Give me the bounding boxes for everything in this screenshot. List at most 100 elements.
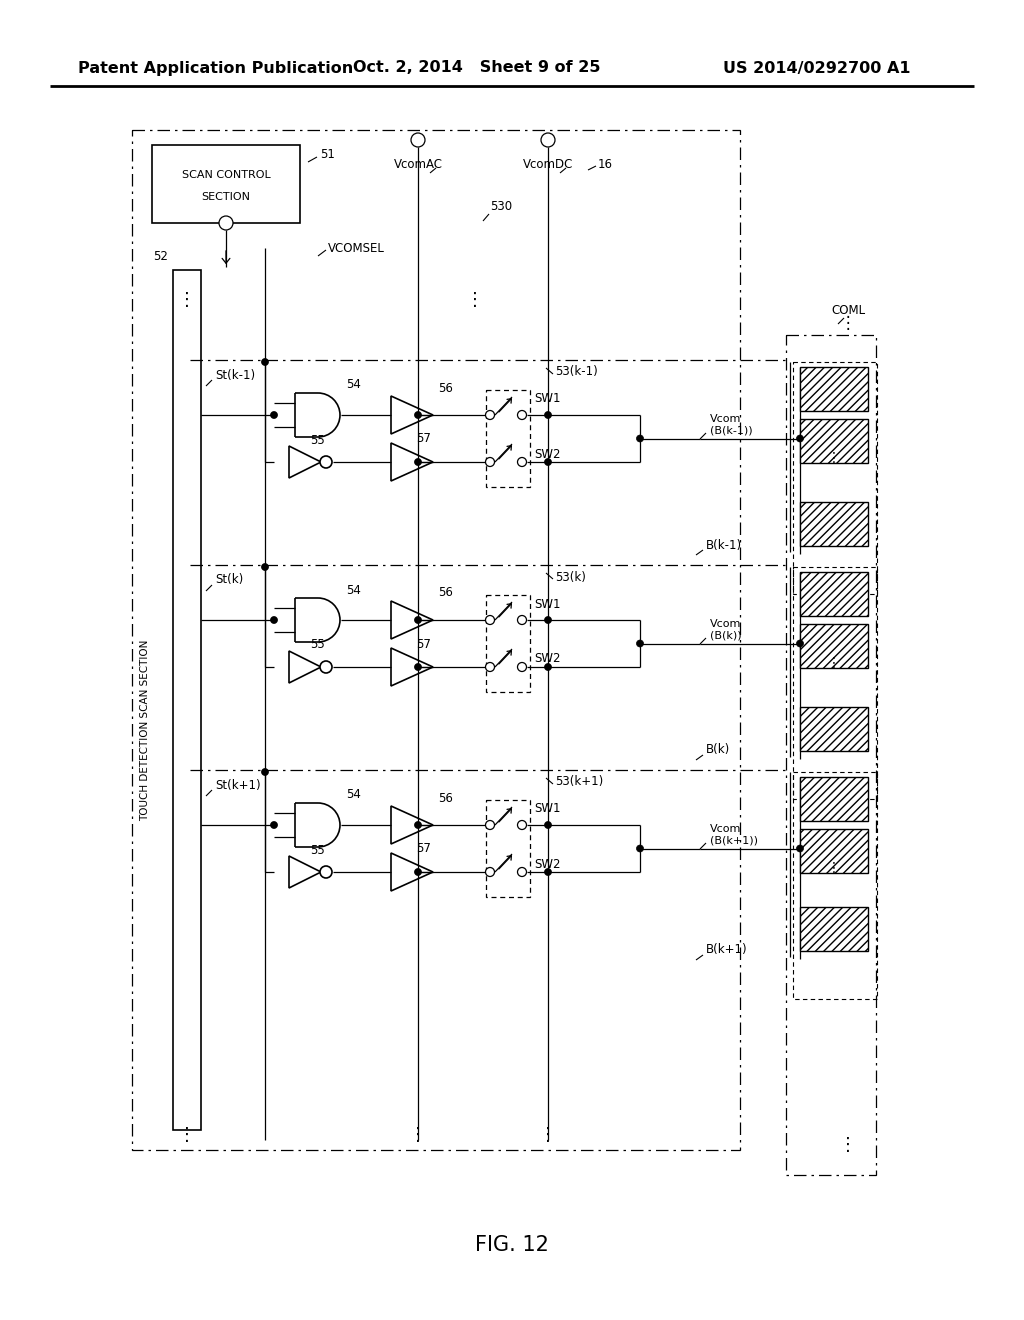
Circle shape [545,664,552,671]
Circle shape [261,768,268,776]
Circle shape [261,359,268,366]
Circle shape [485,411,495,420]
Circle shape [797,436,804,442]
Text: ⋮: ⋮ [539,1126,557,1144]
Text: ⋮: ⋮ [827,451,841,465]
Circle shape [485,615,495,624]
Text: 51: 51 [319,149,335,161]
Text: ⋮: ⋮ [840,314,856,333]
Bar [800,708,868,751]
Text: 53(k): 53(k) [555,570,586,583]
Text: ⋮: ⋮ [827,656,841,671]
Text: ⋮: ⋮ [178,1126,196,1144]
Circle shape [415,821,422,829]
Circle shape [545,458,552,466]
Circle shape [517,458,526,466]
Text: 52: 52 [154,249,168,263]
Bar [486,389,530,487]
Bar [132,129,740,1150]
Bar [152,145,300,223]
Text: US 2014/0292700 A1: US 2014/0292700 A1 [723,61,910,75]
Circle shape [319,455,332,469]
Text: 56: 56 [438,792,453,804]
Bar [793,362,877,594]
Circle shape [545,869,552,875]
Text: VcomAC: VcomAC [393,158,442,172]
Text: Patent Application Publication: Patent Application Publication [78,61,353,75]
Circle shape [517,867,526,876]
Text: SECTION: SECTION [202,191,251,202]
Text: ⋮: ⋮ [839,1137,857,1154]
Bar [486,595,530,692]
Circle shape [637,845,643,851]
Text: SW2: SW2 [534,858,560,870]
Circle shape [485,458,495,466]
Bar [800,502,868,546]
Circle shape [517,615,526,624]
Text: 55: 55 [310,639,325,652]
Circle shape [319,661,332,673]
Text: VcomDC: VcomDC [523,158,573,172]
Circle shape [415,616,422,623]
Text: SW1: SW1 [534,598,560,610]
Circle shape [637,640,643,647]
Text: 530: 530 [490,201,512,214]
Text: VCOMSEL: VCOMSEL [328,242,385,255]
Circle shape [541,133,555,147]
Text: SW2: SW2 [534,652,560,665]
Text: Vcom
(B(k+1)): Vcom (B(k+1)) [710,824,758,846]
Circle shape [415,412,422,418]
Bar [800,907,868,950]
Circle shape [517,821,526,829]
Circle shape [545,412,552,418]
Bar [786,335,876,1175]
Text: Oct. 2, 2014   Sheet 9 of 25: Oct. 2, 2014 Sheet 9 of 25 [353,61,600,75]
Circle shape [485,663,495,672]
Text: St(k+1): St(k+1) [215,779,261,792]
Text: COML: COML [830,304,865,317]
Text: ⋮: ⋮ [178,290,196,309]
Circle shape [637,436,643,442]
Circle shape [411,133,425,147]
Circle shape [270,412,278,418]
Text: 55: 55 [310,433,325,446]
Circle shape [545,616,552,623]
Bar [173,271,201,1130]
Circle shape [415,458,422,466]
Circle shape [545,821,552,829]
Text: ⋮: ⋮ [466,290,484,309]
Circle shape [485,821,495,829]
Text: SW2: SW2 [534,447,560,461]
Text: 56: 56 [438,586,453,599]
Text: 55: 55 [310,843,325,857]
Bar [793,568,877,799]
Circle shape [415,664,422,671]
Circle shape [517,663,526,672]
Text: St(k-1): St(k-1) [215,368,255,381]
Text: B(k+1): B(k+1) [706,944,748,957]
Bar [800,624,868,668]
Bar [800,367,868,411]
Text: FIG. 12: FIG. 12 [475,1236,549,1255]
Text: ⋮: ⋮ [827,861,841,875]
Circle shape [261,564,268,570]
Text: 53(k+1): 53(k+1) [555,776,603,788]
Circle shape [415,869,422,875]
Circle shape [219,216,233,230]
Circle shape [797,640,804,647]
Text: SCAN CONTROL: SCAN CONTROL [181,170,270,180]
Text: ⋮: ⋮ [409,1126,427,1144]
Bar [800,829,868,873]
Bar [486,800,530,898]
Bar [793,772,877,999]
Text: 57: 57 [416,842,431,855]
Text: B(k-1): B(k-1) [706,539,742,552]
Text: B(k): B(k) [706,743,730,756]
Text: St(k): St(k) [215,573,244,586]
Text: TOUCH DETECTION SCAN SECTION: TOUCH DETECTION SCAN SECTION [140,639,150,821]
Bar [800,418,868,463]
Bar [800,572,868,616]
Circle shape [270,616,278,623]
Circle shape [319,866,332,878]
Text: Vcom
(B(k)): Vcom (B(k)) [710,619,741,640]
